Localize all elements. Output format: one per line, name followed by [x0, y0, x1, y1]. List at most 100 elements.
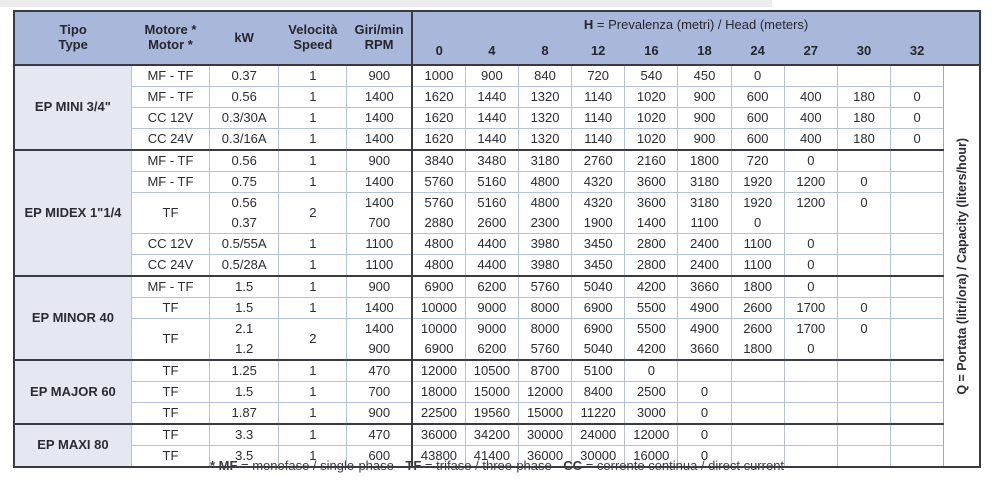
value-cell: 1800 — [730, 275, 785, 298]
value-cell: 1000 — [411, 64, 466, 87]
col-header-label: kW — [234, 29, 254, 45]
value-cell: 0 — [783, 149, 838, 172]
table-row: MF - TF 0.75 1 1400 5760 5160 4800 4320 3600 3180… — [14, 171, 980, 193]
value-cell: 1700 — [783, 297, 838, 319]
col-header-label: Giri/min — [354, 22, 404, 38]
group-label: EP MINI 3/4" — [14, 64, 132, 150]
value-cell: 4320 — [571, 171, 625, 193]
value-cell: 2600 — [730, 297, 785, 319]
value-cell: 2160 — [624, 149, 678, 172]
value-cell — [890, 233, 944, 255]
value-cell — [783, 381, 838, 403]
text-segment: CC — [563, 458, 583, 473]
value-cell — [890, 254, 944, 276]
value-cell — [730, 381, 785, 403]
value-cell — [836, 381, 891, 403]
capacity-column: Q = Portata (litri/ora) / Capacity (lite… — [943, 64, 980, 467]
value-cell: 0 — [624, 359, 678, 382]
group-label: EP MAJOR 60 — [14, 359, 132, 424]
text-segment: H — [583, 16, 594, 32]
col-header-giri: Giri/min RPM — [346, 11, 413, 65]
value-cell: 10500 — [464, 359, 519, 382]
speed-cell: 1 — [278, 297, 347, 319]
value-cell: 1920 — [730, 192, 785, 213]
value-cell — [890, 359, 944, 382]
value-cell: 0 — [783, 275, 838, 298]
kw-cell: 0.37 — [209, 213, 279, 234]
col-header-motore: Motore * Motor * — [131, 11, 210, 65]
value-cell: 3000 — [624, 402, 678, 424]
value-cell: 19560 — [464, 402, 519, 424]
rpm-cell: 1400 — [346, 107, 413, 129]
table-row: TF 0.56 2 1400 5760 5160 4800 4320 3600 3180 1920 1… — [14, 192, 980, 234]
value-cell: 30000 — [571, 445, 625, 467]
kw-cell: 1.2 — [209, 339, 279, 360]
value-cell: 1620 — [411, 128, 466, 150]
col-header-tipo: Tipo Type — [14, 11, 132, 65]
table-body: EP MINI 3/4" MF - TF 0.37 1 900 1000 900 840 720… — [14, 64, 980, 467]
value-cell: 6900 — [571, 318, 625, 339]
value-cell: 1620 — [411, 86, 466, 108]
rpm-cell: 1400 — [346, 171, 413, 193]
kw-cell: 0.3/16A — [209, 128, 279, 150]
value-cell: 15000 — [517, 402, 572, 424]
value-cell: 900 — [677, 107, 732, 129]
col-header-velocita: Velocità Speed — [278, 11, 347, 65]
value-cell — [836, 339, 891, 360]
value-cell — [836, 445, 891, 467]
value-cell — [836, 254, 891, 276]
text-segment: = corrente continua / direct current — [582, 458, 785, 473]
rpm-cell: 470 — [346, 359, 413, 382]
value-cell: 0 — [890, 107, 944, 129]
motor-cell: TF — [130, 381, 210, 403]
kw-cell: 1.25 — [209, 359, 279, 382]
col-header-label: Speed — [293, 37, 333, 52]
value-cell: 11220 — [571, 402, 625, 424]
value-cell — [890, 171, 944, 193]
value-cell: 0 — [677, 445, 732, 467]
value-cell: 400 — [783, 107, 838, 129]
rpm-cell: 600 — [346, 445, 413, 467]
table-row: EP MAJOR 60 TF 1.25 1 470 12000 10500 8700 5100 0 — [14, 359, 980, 424]
rpm-cell: 900 — [346, 64, 413, 87]
value-cell: 5500 — [624, 297, 678, 319]
value-cell: 5100 — [571, 359, 625, 382]
table-row: MF - TF 0.56 1 1400 1620 1440 1320 1140 1020 900 6… — [14, 86, 980, 108]
value-cell: 1800 — [677, 149, 732, 172]
value-cell — [836, 149, 891, 172]
table-row: TF 2.1 2 1400 10000 9000 8000 6900 5500 4900 2600 1… — [14, 318, 980, 360]
header-subrow: 0 4 8 12 16 18 24 27 30 32 — [14, 38, 980, 65]
speed-cell: 1 — [278, 275, 347, 298]
value-cell: 3980 — [517, 233, 572, 255]
value-cell — [890, 64, 944, 87]
group-label: EP MINOR 40 — [14, 275, 132, 360]
col-header-label: Type — [58, 37, 88, 52]
kw-cell: 3.3 — [209, 423, 279, 446]
value-cell: 1440 — [464, 128, 519, 150]
value-cell: 4800 — [411, 233, 466, 255]
value-cell: 4400 — [464, 233, 519, 255]
speed-cell: 1 — [278, 149, 347, 172]
value-cell: 1020 — [624, 107, 678, 129]
value-cell: 540 — [624, 64, 678, 87]
value-cell: 0 — [836, 171, 891, 193]
value-cell: 600 — [730, 86, 785, 108]
value-cell: 900 — [677, 86, 732, 108]
value-cell — [890, 297, 944, 319]
kw-cell: 0.3/30A — [209, 107, 279, 129]
text-segment: = monofase / single-phase - — [237, 458, 406, 473]
value-cell: 5160 — [464, 171, 519, 193]
value-cell: 2400 — [677, 254, 732, 276]
speed-cell: 1 — [278, 86, 347, 108]
value-cell: 1140 — [571, 86, 625, 108]
capacity-vertical-label: Q = Portata (litri/ora) / Capacity (lite… — [954, 137, 969, 395]
value-cell: 1020 — [624, 86, 678, 108]
speed-cell: 1 — [278, 171, 347, 193]
value-cell: 1800 — [730, 339, 785, 360]
value-cell — [890, 149, 944, 172]
value-cell: 22500 — [411, 402, 466, 424]
head-value: 32 — [890, 38, 944, 65]
value-cell — [890, 192, 944, 213]
rpm-cell: 900 — [346, 149, 413, 172]
